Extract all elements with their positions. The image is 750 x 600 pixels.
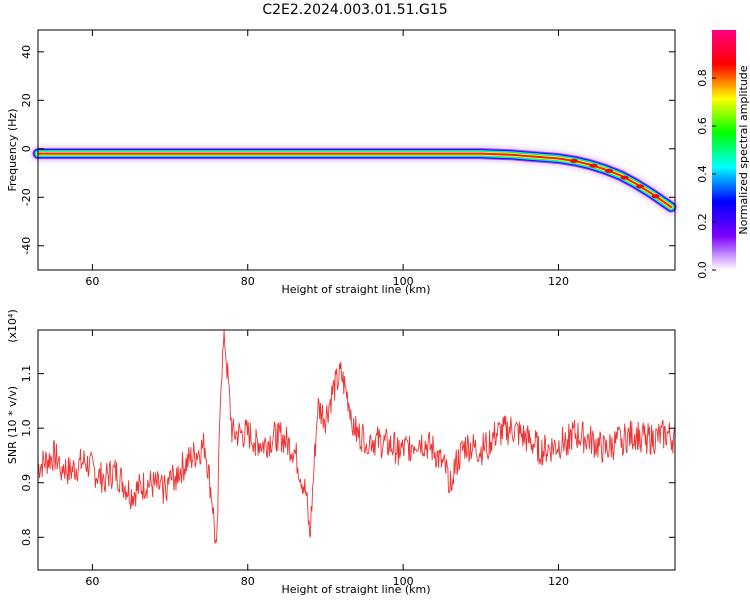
- snr-panel: 60 80 100 120 0.8 0.9 1.0 1.1 Height of straig…: [6, 309, 676, 596]
- spectrogram-x-tick-label: 80: [241, 275, 255, 288]
- ridge-peak-4: [636, 184, 645, 189]
- colorbar-ticks: 0.0 0.2 0.4 0.6 0.8: [696, 69, 716, 279]
- snr-y-axis-label: SNR (10 * v/v): [6, 386, 19, 464]
- snr-y-tick-label: 0.8: [20, 529, 33, 547]
- snr-scale-label: (x10⁴): [6, 309, 19, 343]
- snr-x-tick-label: 100: [393, 575, 414, 588]
- colorbar-gradient: [712, 30, 736, 270]
- snr-plot-area: [38, 330, 675, 570]
- spectrogram-x-tick-label: 100: [393, 275, 414, 288]
- snr-frame: [37, 329, 676, 571]
- snr-x-tick-label: 80: [241, 575, 255, 588]
- snr-x-tick-label: 120: [548, 575, 569, 588]
- spectrogram-y-axis-label: Frequency (Hz): [6, 109, 19, 192]
- spectrogram-panel: 60 80 100 120 40 20 0 -20 -40 Height of straigh…: [6, 29, 679, 296]
- spectrogram-x-tick-label: 60: [85, 275, 99, 288]
- colorbar-tick-label: 0.8: [696, 69, 709, 87]
- spectrogram-y-tick-label: -40: [20, 237, 33, 255]
- snr-y-tick-label: 1.0: [20, 419, 33, 437]
- figure-title: C2E2.2024.003.01.51.G15: [262, 2, 447, 18]
- snr-y-ticks: 0.8 0.9 1.0 1.1: [20, 365, 675, 546]
- spectrogram-marks: [30, 146, 679, 215]
- colorbar-tick-label: 0.2: [696, 213, 709, 231]
- spectrogram-x-axis-label: Height of straight line (km): [281, 283, 430, 296]
- spectrogram-frame: [37, 29, 676, 271]
- colorbar: 0.0 0.2 0.4 0.6 0.8 Normalized spectral ampl…: [696, 30, 750, 279]
- snr-x-ticks: 60 80 100 120: [85, 330, 569, 588]
- colorbar-label: Normalized spectral amplitude: [737, 65, 750, 234]
- ridge-peak-2: [604, 168, 613, 173]
- snr-series-0: [37, 329, 676, 544]
- spectrogram-x-tick-label: 120: [548, 275, 569, 288]
- spectrogram-y-tick-label: 20: [20, 93, 33, 107]
- colorbar-tick-label: 0.6: [696, 117, 709, 135]
- snr-marks: [37, 329, 676, 544]
- spectrogram-x-ticks: 60 80 100 120: [85, 30, 569, 288]
- snr-y-tick-label: 0.9: [20, 474, 33, 492]
- snr-x-tick-label: 60: [85, 575, 99, 588]
- ridge-peak-0: [570, 158, 579, 163]
- spectrogram-y-tick-label: 0: [20, 145, 33, 152]
- ridge-peak-1: [589, 163, 598, 168]
- snr-y-tick-label: 1.1: [20, 365, 33, 383]
- ridge-peak-5: [651, 194, 660, 199]
- spectrogram-y-ticks: 40 20 0 -20 -40: [20, 45, 675, 255]
- ridge-peak-3: [620, 175, 629, 180]
- snr-x-axis-label: Height of straight line (km): [281, 583, 430, 596]
- colorbar-tick-label: 0.4: [696, 165, 709, 183]
- colorbar-tick-label: 0.0: [696, 261, 709, 279]
- spectrogram-y-tick-label: -20: [20, 188, 33, 206]
- spectrogram-y-tick-label: 40: [20, 45, 33, 59]
